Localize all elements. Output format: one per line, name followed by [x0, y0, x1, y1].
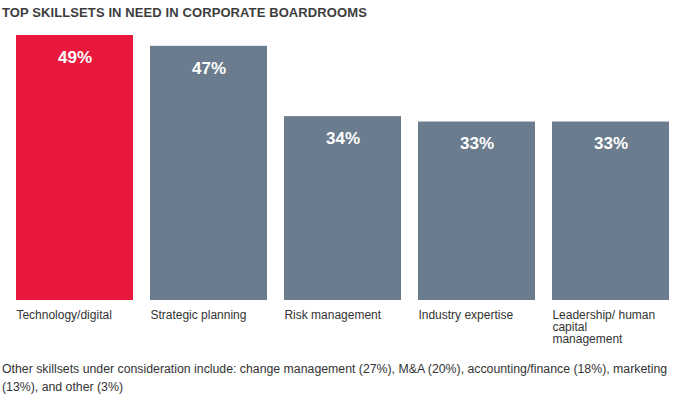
- svg-text:Strategic planning: Strategic planning: [150, 308, 246, 322]
- svg-text:Leadership/ humancapitalmanage: Leadership/ humancapitalmanagement: [552, 308, 655, 346]
- svg-text:Risk management: Risk management: [284, 308, 381, 322]
- svg-text:47%: 47%: [192, 59, 226, 78]
- svg-text:49%: 49%: [58, 48, 92, 67]
- svg-text:Technology/digital: Technology/digital: [16, 308, 111, 322]
- svg-text:34%: 34%: [326, 129, 360, 148]
- svg-text:33%: 33%: [594, 134, 628, 153]
- html-text:Other skillsets under consider: Other skillsets under consideration incl…: [2, 362, 668, 394]
- html-text:TOP SKILLSETS IN NEED IN CORPO: TOP SKILLSETS IN NEED IN CORPORATE BOARD…: [2, 5, 367, 20]
- svg-text:Industry expertise: Industry expertise: [418, 308, 513, 322]
- svg-text:33%: 33%: [460, 134, 494, 153]
